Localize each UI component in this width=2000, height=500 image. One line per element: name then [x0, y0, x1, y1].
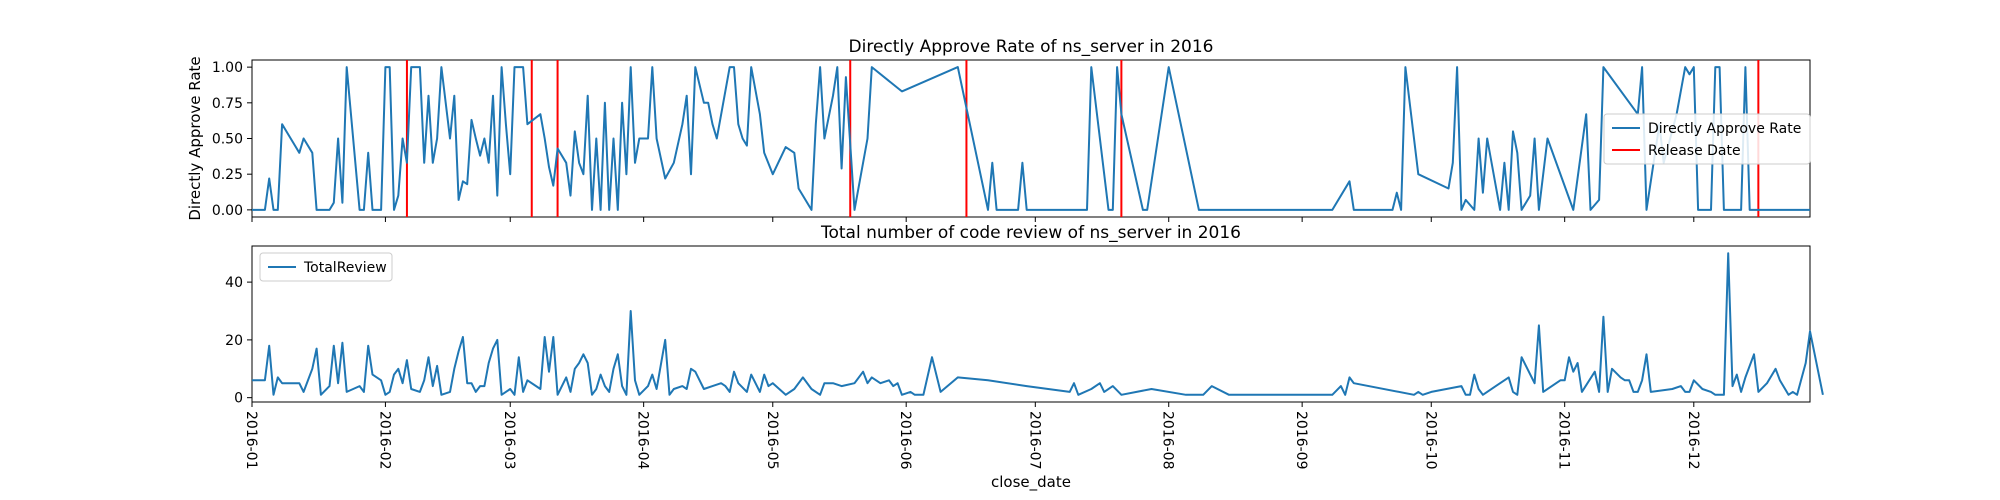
chart-title: Total number of code review of ns_server… — [820, 223, 1241, 243]
y-tick-label: 0.00 — [212, 203, 243, 219]
x-axis-label: close_date — [991, 473, 1071, 492]
x-tick-label: 2016-06 — [897, 411, 913, 470]
x-tick-label: 2016-05 — [764, 411, 780, 470]
legend-label: Release Date — [1648, 143, 1741, 159]
x-tick-label: 2016-04 — [635, 411, 651, 470]
x-tick-label: 2016-07 — [1026, 411, 1042, 470]
y-tick-label: 0.25 — [212, 167, 243, 183]
series-line — [252, 252, 1824, 396]
legend: Directly Approve Rate Release Date — [1603, 113, 1811, 165]
chart-title: Directly Approve Rate of ns_server in 20… — [849, 37, 1214, 57]
legend-label: TotalReview — [303, 260, 387, 276]
y-tick-label: 0.75 — [212, 96, 243, 112]
y-tick-label: 0.50 — [212, 132, 243, 148]
y-tick-label: 20 — [225, 333, 243, 349]
y-tick-label: 0 — [234, 391, 243, 407]
chart-panel-0: Directly Approve Rate of ns_server in 20… — [186, 37, 1811, 222]
legend: TotalReview — [259, 252, 393, 282]
y-tick-label: 40 — [225, 275, 243, 291]
x-tick-label: 2016-02 — [376, 411, 392, 470]
x-tick-label: 2016-03 — [501, 411, 517, 470]
x-tick-label: 2016-01 — [243, 411, 259, 470]
legend-box — [259, 252, 393, 282]
series-line — [252, 66, 1810, 211]
x-tick-label: 2016-09 — [1293, 411, 1309, 470]
x-tick-label: 2016-10 — [1422, 411, 1438, 470]
x-tick-label: 2016-11 — [1556, 411, 1572, 470]
plot-frame — [251, 245, 1811, 403]
legend-box — [1603, 113, 1811, 165]
x-tick-label: 2016-12 — [1685, 411, 1701, 470]
y-axis-label: Directly Approve Rate — [186, 56, 204, 220]
chart-panel-1: Total number of code review of ns_server… — [225, 223, 1824, 492]
x-tick-label: 2016-08 — [1160, 411, 1176, 470]
y-tick-label: 1.00 — [212, 60, 243, 76]
legend-label: Directly Approve Rate — [1648, 121, 1801, 137]
